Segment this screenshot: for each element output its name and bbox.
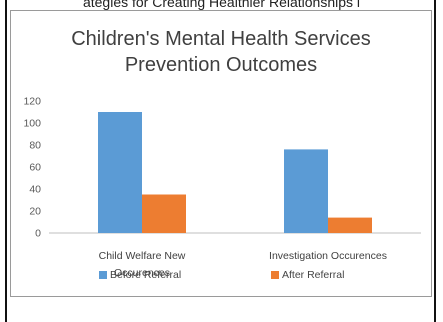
y-tick-label: 0 [35, 228, 41, 240]
chart-title-line-2: Prevention Outcomes [124, 54, 318, 76]
legend-swatch-after [271, 271, 279, 279]
chart-title-line-1: Children's Mental Health Services [71, 28, 371, 50]
bar-after-0 [142, 194, 186, 233]
x-category-label: Child Welfare New [99, 250, 186, 262]
y-tick-label: 100 [23, 118, 41, 130]
y-tick-label: 40 [29, 184, 41, 196]
x-category-label: Occurences [114, 267, 170, 279]
bar-before-0 [98, 112, 142, 233]
legend-label-before: Before Referral [110, 269, 182, 281]
legend-swatch-before [99, 271, 107, 279]
y-tick-label: 120 [23, 96, 41, 108]
y-tick-label: 80 [29, 140, 41, 152]
page-border-left [5, 0, 7, 322]
legend-item-after: After Referral [271, 269, 344, 281]
legend-label-after: After Referral [282, 269, 345, 281]
bar-after-1 [328, 217, 372, 233]
bar-chart: 0 20 40 60 80 100 120 Child Welfare New Occurenc… [23, 96, 421, 279]
page-border-right [434, 0, 436, 322]
y-tick-label: 60 [29, 162, 41, 174]
page-header-text: ategies for Creating Healthier Relations… [82, 0, 361, 10]
chart-frame: Children's Mental Health Services Preven… [10, 10, 432, 297]
bar-before-1 [284, 149, 328, 233]
legend-item-before: Before Referral [99, 269, 181, 281]
y-tick-label: 20 [29, 206, 41, 218]
x-category-label: Investigation Occurences [269, 250, 387, 262]
